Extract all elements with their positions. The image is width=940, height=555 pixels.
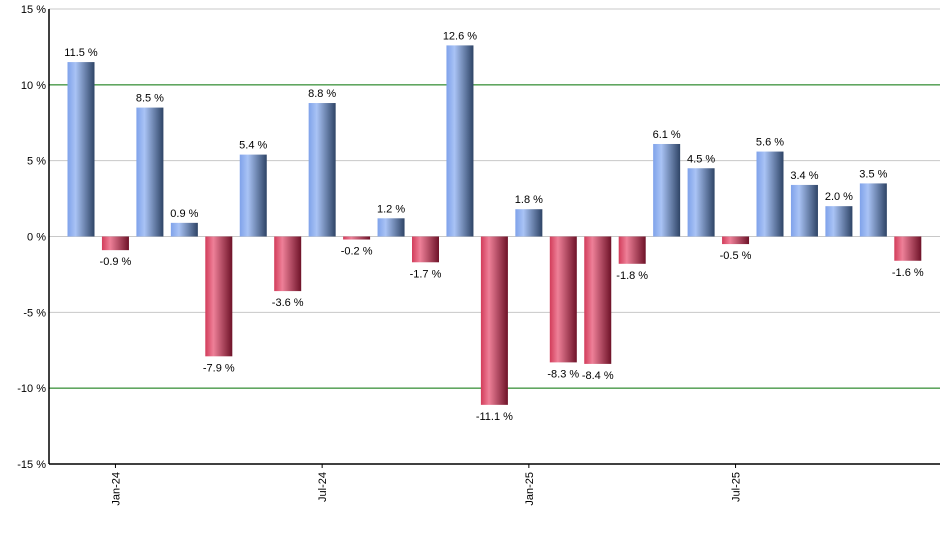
bar-Jun-25 — [687, 168, 715, 237]
bar-Aug-25 — [756, 151, 784, 237]
data-label: -0.2 % — [341, 246, 373, 258]
data-label: 5.6 % — [756, 137, 784, 149]
data-label: 4.5 % — [687, 153, 715, 165]
y-tick-label: -5 % — [23, 307, 46, 319]
bar-Sep-24 — [377, 218, 405, 237]
bar-May-24 — [239, 154, 267, 237]
data-label: -0.9 % — [100, 256, 132, 268]
y-tick-label: 10 % — [21, 80, 46, 92]
data-label: -1.8 % — [616, 270, 648, 282]
bar-Sep-25 — [790, 184, 818, 237]
data-label: 8.8 % — [308, 88, 336, 100]
data-label: -3.6 % — [272, 297, 304, 309]
data-label: 8.5 % — [136, 93, 164, 105]
bar-Apr-24 — [205, 236, 233, 357]
y-tick-label: 15 % — [21, 4, 46, 16]
bar-May-25 — [653, 143, 681, 237]
x-tick-label: Jan-25 — [524, 472, 536, 506]
x-tick-label: Jul-25 — [731, 472, 743, 502]
bar-Jun-24 — [274, 236, 302, 292]
data-label: 11.5 % — [64, 47, 98, 59]
y-tick-label: -10 % — [17, 383, 46, 395]
data-label: -1.6 % — [892, 267, 924, 279]
data-label: 2.0 % — [825, 191, 853, 203]
bar-Feb-24 — [136, 107, 164, 237]
data-label: -11.1 % — [476, 411, 513, 423]
bar-Jan-24 — [101, 236, 129, 251]
bar-Mar-24 — [170, 222, 198, 237]
x-tick-label: Jan-24 — [110, 472, 122, 506]
bar-Dec-24 — [480, 236, 508, 405]
data-label: -8.4 % — [582, 370, 614, 382]
bar-Dec-23 — [67, 62, 95, 237]
data-label: -1.7 % — [410, 268, 442, 280]
data-label: 3.4 % — [790, 170, 818, 182]
data-label: -0.5 % — [720, 250, 752, 262]
bar-Oct-24 — [412, 236, 439, 263]
bar-Oct-25 — [825, 206, 853, 237]
y-tick-label: 0 % — [27, 232, 46, 244]
bar-Aug-24 — [343, 236, 371, 240]
bar-Jul-25 — [722, 236, 750, 245]
bar-Dec-25 — [894, 236, 922, 261]
x-tick-label: Jul-24 — [317, 472, 329, 502]
bar-Jan-25 — [515, 209, 543, 237]
data-label: -7.9 % — [203, 362, 235, 374]
data-label: 1.8 % — [515, 194, 543, 206]
y-tick-label: 5 % — [27, 156, 46, 168]
data-label: -8.3 % — [547, 368, 579, 380]
bar-Nov-24 — [446, 45, 474, 237]
bar-Apr-25 — [618, 236, 646, 264]
data-label: 1.2 % — [377, 203, 405, 215]
data-label: 3.5 % — [859, 168, 887, 180]
data-label: 12.6 % — [443, 30, 477, 42]
data-label: 6.1 % — [653, 129, 681, 141]
data-label: 5.4 % — [239, 140, 267, 152]
y-tick-label: -15 % — [17, 459, 46, 471]
bar-Jul-24 — [308, 103, 336, 237]
bar-Feb-25 — [549, 236, 577, 363]
data-label: 0.9 % — [170, 208, 198, 220]
bar-Nov-25 — [859, 183, 887, 237]
bar-Mar-25 — [584, 236, 612, 364]
